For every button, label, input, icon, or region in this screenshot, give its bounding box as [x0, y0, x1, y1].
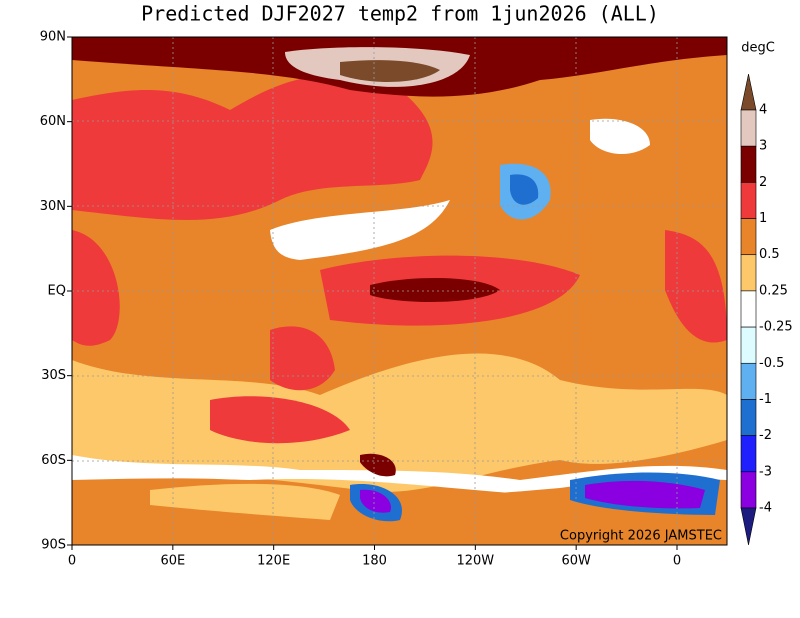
x-tick-label: 120E — [257, 554, 290, 569]
region — [590, 118, 650, 155]
colorbar: 4 3 2 1 0.5 0.25 -0.25 -0.5 -1 -2 -3 -4 — [740, 73, 793, 546]
region — [72, 37, 727, 42]
colorbar-segment — [740, 471, 757, 509]
colorbar-unit: degC — [741, 41, 775, 56]
y-tick-label: 60N — [40, 114, 66, 129]
x-tick-label: 60E — [160, 554, 185, 569]
colorbar-label: 0.25 — [759, 283, 788, 298]
y-tick-label: 30N — [40, 199, 66, 214]
axes: 0 60E 120E 180 120W 60W 0 90N 60N 30N EQ 30S 60S 90S — [40, 30, 681, 569]
colorbar-segment — [740, 326, 757, 364]
copyright: Copyright 2026 JAMSTEC — [560, 529, 722, 544]
y-tick-label: EQ — [48, 284, 66, 299]
colorbar-label: 4 — [759, 103, 767, 118]
colorbar-label: -4 — [759, 501, 772, 516]
y-tick-label: 60S — [41, 453, 66, 468]
colorbar-label: -1 — [759, 392, 772, 407]
region — [340, 60, 440, 82]
x-tick-label: 0 — [68, 554, 76, 569]
colorbar-label: 3 — [759, 139, 767, 154]
region — [270, 326, 335, 391]
colorbar-segment — [740, 362, 757, 400]
x-tick-label: 60W — [561, 554, 591, 569]
title: Predicted DJF2027 temp2 from 1jun2026 (A… — [141, 2, 659, 26]
region — [270, 200, 450, 260]
region — [150, 483, 340, 520]
colorbar-label: -0.5 — [759, 356, 784, 371]
colorbar-segment — [740, 435, 757, 473]
colorbar-segment — [740, 109, 757, 147]
colorbar-segment — [740, 399, 757, 436]
colorbar-label: -2 — [759, 428, 772, 443]
colorbar-segment — [740, 254, 757, 292]
region — [72, 230, 120, 346]
colorbar-segment — [740, 507, 757, 546]
colorbar-label: 0.5 — [759, 247, 780, 262]
colorbar-label: -3 — [759, 464, 772, 479]
colorbar-label: 2 — [759, 175, 767, 190]
x-tick-label: 180 — [362, 554, 387, 569]
colorbar-label: -0.25 — [759, 320, 793, 335]
region — [360, 489, 391, 513]
region — [585, 480, 705, 509]
colorbar-segment — [740, 218, 757, 256]
region — [510, 174, 539, 205]
x-tick-label: 0 — [673, 554, 681, 569]
colorbar-segment — [740, 145, 757, 183]
x-tick-label: 120W — [456, 554, 494, 569]
y-tick-label: 90S — [41, 538, 66, 553]
region — [370, 278, 500, 302]
region — [665, 230, 727, 343]
colorbar-label: 1 — [759, 211, 767, 226]
y-tick-label: 30S — [41, 368, 66, 383]
region — [72, 75, 433, 220]
region — [210, 396, 350, 444]
colorbar-segment — [740, 290, 757, 328]
region — [360, 453, 396, 477]
map: Copyright 2026 JAMSTEC — [71, 36, 728, 546]
colorbar-segment — [740, 182, 757, 219]
y-tick-label: 90N — [40, 30, 66, 45]
region — [72, 353, 727, 493]
region — [72, 455, 727, 495]
